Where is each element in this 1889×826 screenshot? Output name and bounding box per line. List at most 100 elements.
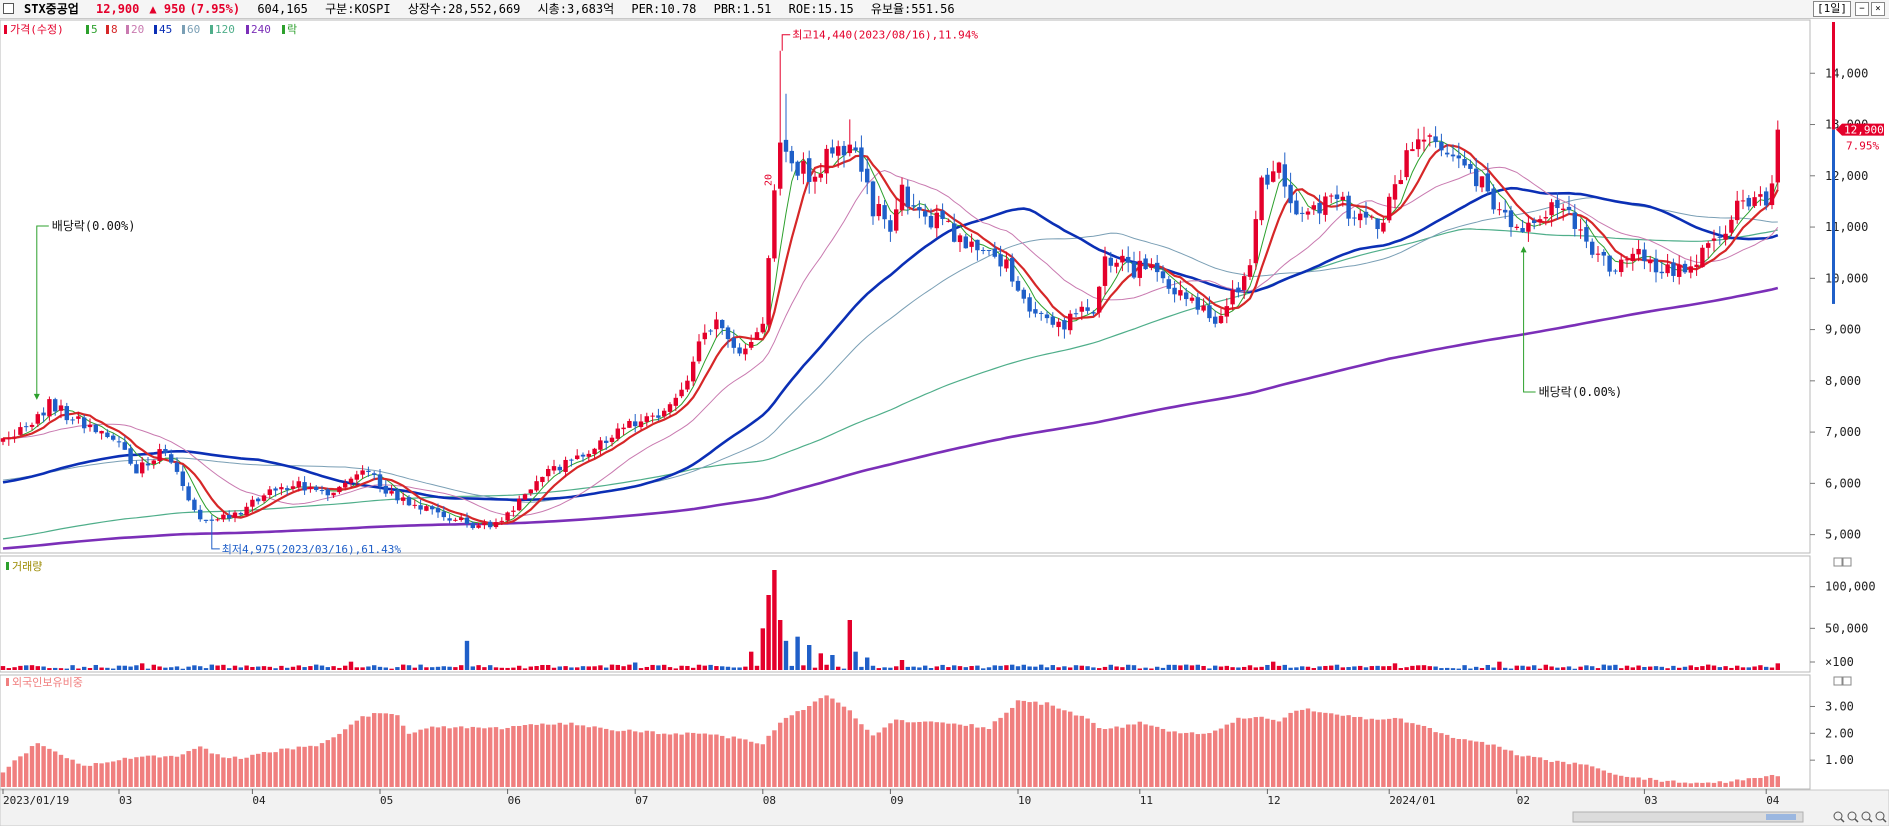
foreign-bar xyxy=(366,716,371,787)
volume-bar xyxy=(1178,665,1183,670)
low-annotation: 최저4,975(2023/03/16),61.43% xyxy=(222,543,402,556)
legend-item: 60 xyxy=(187,23,200,36)
candle-body xyxy=(273,488,278,491)
foreign-bar xyxy=(586,727,591,787)
volume-bar xyxy=(1015,666,1021,670)
legend-title: 가격(수정) xyxy=(10,23,64,36)
foreign-bar xyxy=(1619,775,1624,787)
volume-bar xyxy=(899,660,905,670)
candle-body xyxy=(656,415,661,418)
foreign-bar xyxy=(534,724,539,787)
close-icon[interactable]: × xyxy=(1871,2,1885,16)
volume-bar xyxy=(1474,666,1479,670)
volume-bar xyxy=(1155,666,1160,670)
period-button[interactable]: [1일] xyxy=(1813,1,1851,17)
candle xyxy=(435,503,441,518)
zoom-in-icon-handle xyxy=(1840,818,1845,823)
volume-bar xyxy=(82,666,87,670)
candle-body xyxy=(401,497,406,501)
candle xyxy=(111,433,116,442)
foreign-bar xyxy=(1021,700,1026,787)
candle xyxy=(1659,261,1664,279)
foreign-bar xyxy=(911,722,916,787)
zoom-out-icon[interactable] xyxy=(1847,811,1859,823)
foreign-bar xyxy=(992,721,997,787)
candle-body xyxy=(180,471,185,487)
candle xyxy=(122,436,127,450)
volume-bar xyxy=(1433,666,1438,670)
panel-toggle-icon[interactable] xyxy=(3,3,14,14)
foreign-bar xyxy=(1514,755,1519,787)
candle xyxy=(1381,217,1386,234)
volume-bar xyxy=(754,665,760,670)
candle-body xyxy=(453,519,458,521)
foreign-bar xyxy=(870,735,876,787)
candle xyxy=(1323,192,1328,222)
zoom-reset-icon[interactable] xyxy=(1861,811,1873,823)
volume-bar xyxy=(441,666,446,670)
foreign-bar xyxy=(795,711,800,787)
foreign-bar xyxy=(1213,730,1218,787)
foreign-bar xyxy=(934,722,939,787)
foreign-bar xyxy=(1665,780,1670,787)
minimize-icon[interactable]: − xyxy=(1855,2,1869,16)
foreign-bar xyxy=(667,734,673,787)
zoom-fit-icon[interactable] xyxy=(1875,811,1887,823)
foreign-bar xyxy=(1004,712,1009,787)
foreign-bar xyxy=(1033,701,1038,787)
volume-bar xyxy=(1537,668,1543,670)
candle-body xyxy=(29,424,35,427)
legend-item: 240 xyxy=(251,23,271,36)
panel-close-icon[interactable] xyxy=(1833,676,1852,686)
zoom-in-icon[interactable] xyxy=(1833,811,1845,823)
volume-bar xyxy=(1091,667,1096,670)
volume-bar xyxy=(1352,666,1357,670)
foreign-bar xyxy=(1160,728,1166,787)
candle-body xyxy=(702,332,707,340)
volume-bar xyxy=(1520,665,1525,670)
panel-close-icon[interactable] xyxy=(1833,557,1852,567)
volume-bar xyxy=(1572,668,1577,670)
volume-bar xyxy=(905,666,910,670)
candle-body xyxy=(1247,265,1253,277)
foreign-bar xyxy=(279,748,284,787)
volume-bar xyxy=(76,668,81,670)
foreign-bar xyxy=(1532,756,1537,787)
volume-title: 거래량 xyxy=(12,560,42,573)
candle-body xyxy=(58,405,64,411)
foreign-bar xyxy=(1282,717,1287,787)
candle-body xyxy=(1514,226,1519,228)
candle xyxy=(760,317,765,334)
foreign-bar xyxy=(1578,764,1583,787)
candle xyxy=(6,431,11,446)
candle xyxy=(372,471,377,481)
volume-bar xyxy=(1665,668,1670,670)
ma-120-line xyxy=(2,228,1778,540)
volume-bar xyxy=(691,667,696,670)
foreign-bar xyxy=(749,741,754,787)
candle xyxy=(667,402,673,418)
volume-bar xyxy=(644,666,649,670)
volume-bar xyxy=(1607,665,1612,670)
volume-bar xyxy=(1392,663,1398,670)
volume-bar xyxy=(1218,666,1224,670)
foreign-bar xyxy=(93,763,98,787)
candle-body xyxy=(1746,197,1751,207)
candle-body xyxy=(1259,177,1264,221)
volume-bar xyxy=(209,664,214,670)
time-tick-label: 05 xyxy=(380,794,393,807)
foreign-bar xyxy=(882,727,887,787)
candle-body xyxy=(894,209,899,231)
stock-name[interactable]: STX중공업 xyxy=(24,2,79,16)
foreign-bar xyxy=(232,756,238,787)
foreign-bar xyxy=(1108,728,1113,787)
foreign-bar xyxy=(807,706,812,787)
volume-bar xyxy=(47,668,52,670)
foreign-bar xyxy=(1375,719,1380,787)
volume-bar xyxy=(1027,666,1032,670)
candle xyxy=(876,195,881,221)
foreign-bar xyxy=(546,724,551,787)
volume-bar xyxy=(882,667,887,670)
foreign-bar xyxy=(1352,717,1357,787)
candle-body xyxy=(685,380,690,390)
